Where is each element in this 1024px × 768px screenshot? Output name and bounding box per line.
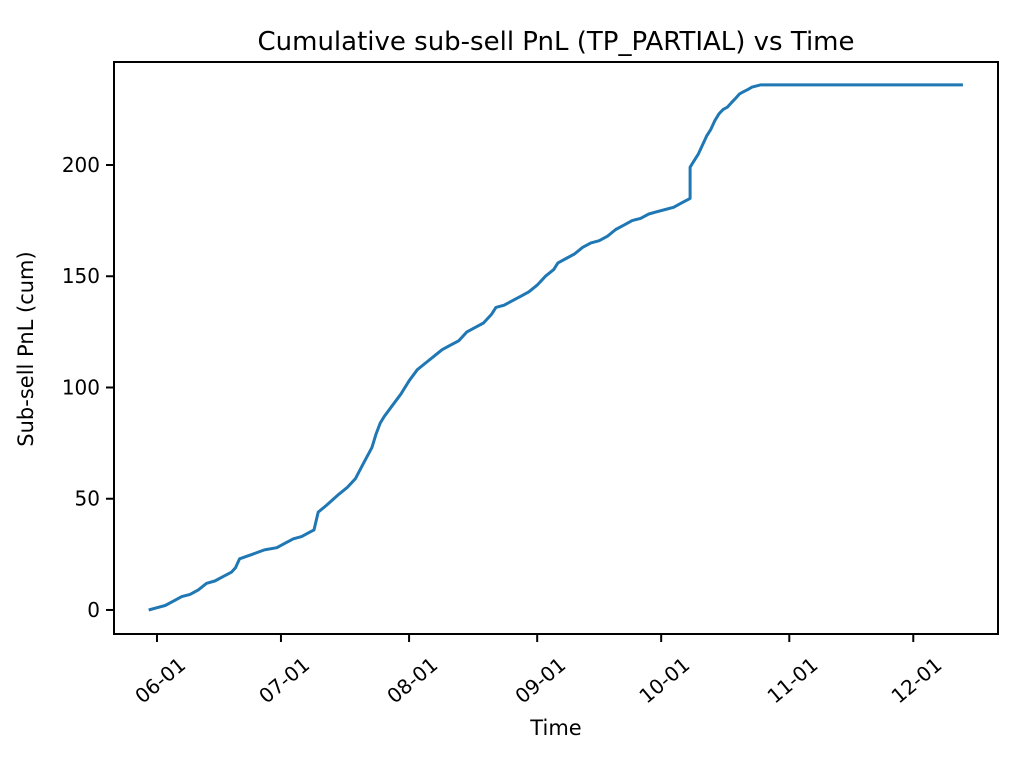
x-tick-label: 07-01 bbox=[254, 652, 314, 708]
y-tick-label: 150 bbox=[62, 264, 100, 288]
y-tick-label: 50 bbox=[75, 487, 100, 511]
pnl-line-series bbox=[148, 83, 963, 612]
x-axis-label: Time bbox=[529, 716, 581, 740]
x-tick-label: 10-01 bbox=[634, 652, 694, 708]
x-tick-label: 11-01 bbox=[763, 652, 823, 708]
x-tick-label: 12-01 bbox=[887, 652, 947, 708]
y-axis-label: Sub-sell PnL (cum) bbox=[14, 251, 38, 446]
chart-title: Cumulative sub-sell PnL (TP_PARTIAL) vs … bbox=[257, 27, 854, 57]
plot-area bbox=[113, 61, 999, 635]
x-axis: 06-01 07-01 08-01 09-01 10-01 11-01 12-01 bbox=[130, 634, 946, 708]
x-tick-label: 06-01 bbox=[130, 652, 190, 708]
x-tick-label: 08-01 bbox=[382, 652, 442, 708]
y-tick-label: 100 bbox=[62, 375, 100, 399]
y-tick-label: 200 bbox=[62, 153, 100, 177]
y-tick-label: 0 bbox=[87, 598, 100, 622]
x-tick-label: 09-01 bbox=[510, 652, 570, 708]
y-axis: 0 50 100 150 200 bbox=[62, 153, 114, 622]
